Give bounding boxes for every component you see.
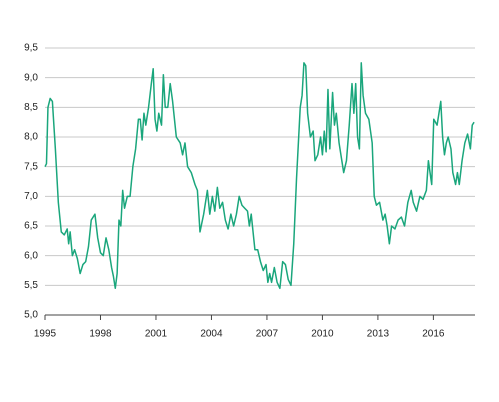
y-tick-label: 6,0 xyxy=(24,250,38,261)
y-tick-label: 7,0 xyxy=(24,191,38,202)
data-line xyxy=(44,62,475,290)
y-tick-label: 9,5 xyxy=(24,43,38,54)
y-tick-label: 7,5 xyxy=(24,161,38,172)
x-tick-label: 2004 xyxy=(200,329,223,340)
x-tick-label: 2013 xyxy=(367,329,390,340)
y-tick-label: 8,5 xyxy=(24,102,38,113)
y-tick-label: 5,5 xyxy=(24,280,38,291)
y-tick-label: 8,0 xyxy=(24,132,38,143)
y-tick-label: 5,0 xyxy=(24,310,38,321)
x-tick-label: 2010 xyxy=(311,329,334,340)
y-tick-label: 6,5 xyxy=(24,221,38,232)
x-tick-label: 1995 xyxy=(34,329,57,340)
x-tick-label: 1998 xyxy=(89,329,112,340)
x-tick-label: 2016 xyxy=(422,329,445,340)
x-tick-label: 2007 xyxy=(256,329,279,340)
y-tick-label: 9,0 xyxy=(24,72,38,83)
x-tick-label: 2001 xyxy=(145,329,168,340)
